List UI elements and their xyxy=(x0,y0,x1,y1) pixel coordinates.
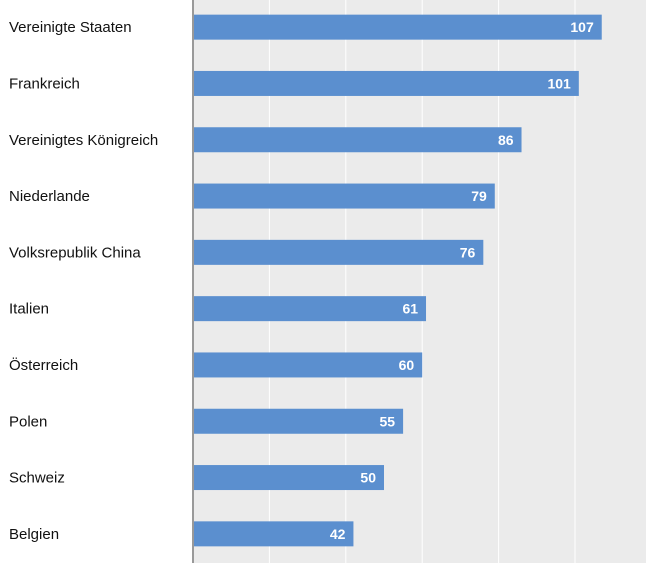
category-label: Schweiz xyxy=(9,470,65,487)
bar xyxy=(193,521,354,547)
value-labels: 107 101 86 79 76 61 60 55 50 42 xyxy=(330,19,594,542)
value-label: 50 xyxy=(360,470,376,486)
value-label: 61 xyxy=(402,301,418,317)
category-label: Volksrepublik China xyxy=(9,244,141,261)
bar xyxy=(193,239,484,265)
value-label: 60 xyxy=(399,357,415,373)
value-label: 79 xyxy=(471,188,487,204)
bar xyxy=(193,465,384,491)
value-label: 101 xyxy=(547,75,571,91)
bar xyxy=(193,14,602,40)
bar xyxy=(193,352,423,378)
bar xyxy=(193,408,404,434)
value-label: 42 xyxy=(330,526,346,542)
value-label: 76 xyxy=(460,244,476,260)
value-label: 55 xyxy=(380,413,396,429)
category-label: Polen xyxy=(9,413,47,430)
category-label: Österreich xyxy=(9,356,78,374)
category-label: Vereinigte Staaten xyxy=(9,19,132,36)
category-label: Italien xyxy=(9,301,49,318)
category-label: Frankreich xyxy=(9,75,80,92)
category-labels: Vereinigte Staaten Frankreich Vereinigtes … xyxy=(9,19,158,543)
bar xyxy=(193,127,522,153)
value-label: 86 xyxy=(498,132,514,148)
bar xyxy=(193,183,495,209)
category-label: Belgien xyxy=(9,526,59,543)
category-label: Niederlande xyxy=(9,188,90,205)
bar xyxy=(193,70,579,96)
bars xyxy=(193,14,602,547)
bar xyxy=(193,296,427,322)
category-label: Vereinigtes Königreich xyxy=(9,132,158,149)
value-label: 107 xyxy=(570,19,594,35)
